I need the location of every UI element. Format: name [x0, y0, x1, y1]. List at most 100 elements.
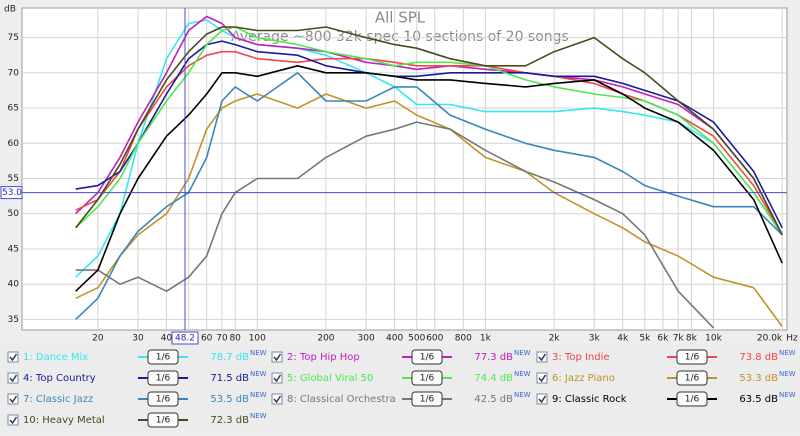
legend-panel: [0, 344, 800, 432]
smoothing-label: 1/6: [685, 395, 700, 405]
y-tick-label: 55: [8, 174, 19, 184]
y-tick-label: 60: [8, 139, 20, 149]
smoothing-button[interactable]: 1/6: [138, 349, 188, 365]
legend-checkbox[interactable]: [271, 372, 283, 384]
button-box: [676, 391, 708, 407]
button-box: [411, 370, 443, 386]
legend-checkbox[interactable]: [536, 351, 548, 363]
series-line: [75, 65, 783, 292]
smoothing-label: 1/6: [420, 353, 435, 363]
level-label: 53.3 dB: [739, 373, 778, 384]
smoothing-label: 1/6: [420, 374, 435, 384]
level-label: 53.5 dB: [210, 394, 249, 405]
level-badge: NEW: [250, 370, 267, 378]
series-group: [75, 15, 783, 329]
checkbox-tick: [538, 374, 547, 383]
x-tick-label: 200: [317, 334, 334, 344]
x-tick-label: 40: [161, 334, 173, 344]
checkbox-tick: [538, 395, 547, 404]
checkbox-tick: [273, 353, 282, 362]
smoothing-button[interactable]: 1/6: [402, 349, 452, 365]
series-line: [75, 72, 783, 320]
x-tick-label: 6k: [657, 334, 669, 344]
y-axis-label: dB: [4, 5, 16, 15]
x-tick-label: 10k: [705, 334, 722, 344]
level-label: 71.5 dB: [210, 373, 249, 384]
legend-item: 6: Jazz Piano 1/6 53.3 dB NEW: [536, 370, 796, 386]
checkbox-box: [536, 372, 548, 384]
button-box: [411, 349, 443, 365]
legend-name: 6: Jazz Piano: [552, 373, 615, 384]
level-badge: NEW: [514, 349, 531, 357]
smoothing-button[interactable]: 1/6: [138, 391, 188, 407]
checkbox-tick: [538, 353, 547, 362]
x-tick-label: 400: [386, 334, 403, 344]
checkbox-tick: [273, 395, 282, 404]
cursor-x-label: 48.2: [175, 334, 195, 344]
smoothing-button[interactable]: 1/6: [138, 370, 188, 386]
legend-checkbox[interactable]: [7, 414, 19, 426]
button-box: [411, 391, 443, 407]
x-tick-label: 60: [201, 334, 213, 344]
cursor-y-label: 53.0: [2, 188, 22, 198]
legend-checkbox[interactable]: [536, 372, 548, 384]
legend-name: 9: Classic Rock: [552, 394, 627, 405]
legend-name: 1: Dance Mix: [23, 352, 88, 363]
legend-item: 1: Dance Mix 1/6 78.7 dB NEW: [7, 349, 267, 365]
checkbox-box: [271, 372, 283, 384]
legend-name: 4: Top Country: [23, 373, 96, 384]
level-badge: NEW: [514, 391, 531, 399]
level-badge: NEW: [779, 370, 796, 378]
checkbox-box: [271, 351, 283, 363]
smoothing-label: 1/6: [156, 374, 171, 384]
chart-title: All SPL: [375, 9, 426, 27]
legend-name: 3: Top Indie: [552, 352, 610, 363]
level-label: 42.5 dB: [474, 394, 513, 405]
checkbox-box: [7, 372, 19, 384]
level-badge: NEW: [514, 370, 531, 378]
checkbox-tick: [273, 374, 282, 383]
checkbox-box: [7, 393, 19, 405]
series-line: [75, 26, 783, 236]
legend-checkbox[interactable]: [7, 351, 19, 363]
series-line: [75, 121, 715, 329]
x-tick-label: 7k: [673, 334, 685, 344]
level-label: 74.4 dB: [474, 373, 513, 384]
x-tick-label: 600: [426, 334, 443, 344]
legend-item: 5: Global Viral 50 1/6 74.4 dB NEW: [271, 370, 531, 386]
legend-name: 10: Heavy Metal: [23, 415, 105, 426]
legend-checkbox[interactable]: [7, 393, 19, 405]
x-tick-label: 20: [92, 334, 104, 344]
smoothing-label: 1/6: [156, 395, 171, 405]
legend-checkbox[interactable]: [271, 351, 283, 363]
cursor-y-box: [0, 186, 23, 200]
y-tick-label: 50: [8, 209, 20, 219]
x-tick-label: 20.0k: [757, 334, 783, 344]
legend-checkbox[interactable]: [271, 393, 283, 405]
smoothing-button[interactable]: 1/6: [402, 391, 452, 407]
smoothing-label: 1/6: [420, 395, 435, 405]
smoothing-button[interactable]: 1/6: [402, 370, 452, 386]
legend-item: 4: Top Country 1/6 71.5 dB NEW: [7, 370, 267, 386]
smoothing-button[interactable]: 1/6: [667, 370, 717, 386]
button-box: [147, 412, 179, 428]
y-tick-label: 75: [8, 33, 19, 43]
smoothing-button[interactable]: 1/6: [667, 349, 717, 365]
y-tick-label: 65: [8, 104, 19, 114]
level-badge: NEW: [779, 391, 796, 399]
x-tick-label: 8k: [686, 334, 698, 344]
legend-name: 5: Global Viral 50: [287, 373, 373, 384]
legend-checkbox[interactable]: [7, 372, 19, 384]
checkbox-box: [271, 393, 283, 405]
legend-item: 9: Classic Rock 1/6 63.5 dB NEW: [536, 391, 796, 407]
series-line: [75, 19, 783, 278]
level-badge: NEW: [250, 349, 267, 357]
legend-item: 10: Heavy Metal 1/6 72.3 dB NEW: [7, 412, 267, 428]
smoothing-button[interactable]: 1/6: [667, 391, 717, 407]
legend-checkbox[interactable]: [536, 393, 548, 405]
level-label: 77.3 dB: [474, 352, 513, 363]
y-tick-label: 40: [8, 280, 20, 290]
cursor-x-box: [171, 331, 199, 345]
smoothing-button[interactable]: 1/6: [138, 412, 188, 428]
